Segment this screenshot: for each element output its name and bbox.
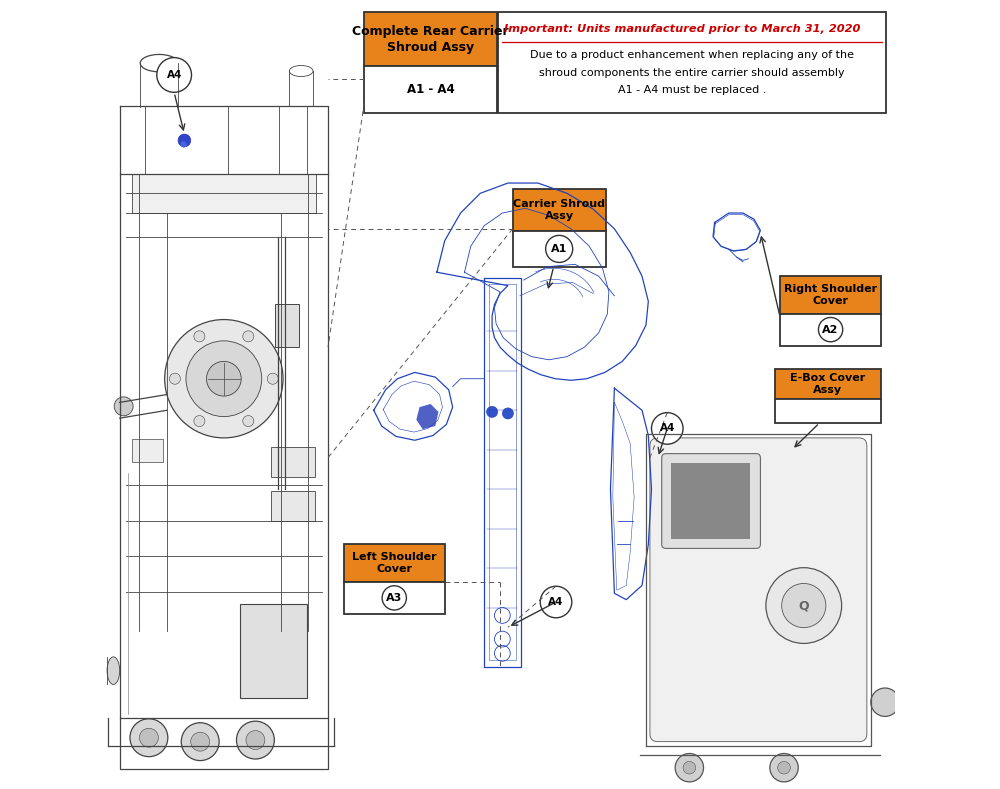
Text: Q: Q xyxy=(798,599,809,612)
Circle shape xyxy=(782,584,826,628)
FancyBboxPatch shape xyxy=(775,399,881,423)
FancyBboxPatch shape xyxy=(513,189,606,231)
FancyBboxPatch shape xyxy=(780,314,881,346)
FancyBboxPatch shape xyxy=(775,369,881,399)
Polygon shape xyxy=(416,404,438,429)
FancyBboxPatch shape xyxy=(513,231,606,267)
Circle shape xyxy=(157,58,192,92)
Circle shape xyxy=(186,341,262,417)
Text: Left Shoulder
Cover: Left Shoulder Cover xyxy=(352,552,437,574)
FancyBboxPatch shape xyxy=(240,604,307,698)
FancyBboxPatch shape xyxy=(271,447,315,477)
Text: Complete Rear Carrier
Shroud Assy: Complete Rear Carrier Shroud Assy xyxy=(352,24,509,54)
Circle shape xyxy=(651,454,662,465)
Circle shape xyxy=(778,761,790,774)
FancyBboxPatch shape xyxy=(498,12,886,113)
Circle shape xyxy=(502,408,513,419)
Ellipse shape xyxy=(107,656,120,685)
FancyBboxPatch shape xyxy=(275,304,299,347)
FancyBboxPatch shape xyxy=(344,582,445,614)
Text: A4: A4 xyxy=(548,597,564,607)
FancyBboxPatch shape xyxy=(662,454,760,548)
Circle shape xyxy=(770,753,798,782)
FancyBboxPatch shape xyxy=(650,438,867,742)
Circle shape xyxy=(165,320,283,438)
Circle shape xyxy=(139,728,158,747)
Circle shape xyxy=(766,568,842,644)
FancyBboxPatch shape xyxy=(271,491,315,521)
Circle shape xyxy=(194,416,205,427)
Circle shape xyxy=(243,416,254,427)
Circle shape xyxy=(194,331,205,342)
Text: A2: A2 xyxy=(822,324,839,335)
Circle shape xyxy=(540,586,572,618)
Text: shroud components the entire carrier should assembly: shroud components the entire carrier sho… xyxy=(539,68,845,77)
Text: Due to a product enhancement when replacing any of the: Due to a product enhancement when replac… xyxy=(530,50,854,60)
FancyBboxPatch shape xyxy=(132,439,163,462)
FancyBboxPatch shape xyxy=(364,66,497,113)
FancyBboxPatch shape xyxy=(132,174,316,213)
Circle shape xyxy=(114,397,133,416)
Circle shape xyxy=(871,688,899,716)
Circle shape xyxy=(267,373,278,384)
Circle shape xyxy=(180,141,187,148)
FancyBboxPatch shape xyxy=(364,12,497,66)
Text: Important: Units manufactured prior to March 31, 2020: Important: Units manufactured prior to M… xyxy=(504,24,860,34)
Circle shape xyxy=(236,721,274,759)
Circle shape xyxy=(243,331,254,342)
Circle shape xyxy=(651,413,683,444)
Circle shape xyxy=(487,406,498,417)
Text: A1: A1 xyxy=(551,244,567,254)
Circle shape xyxy=(130,719,168,757)
Text: A4: A4 xyxy=(660,424,675,433)
Text: Carrier Shroud
Assy: Carrier Shroud Assy xyxy=(513,199,605,222)
Text: A3: A3 xyxy=(386,593,402,603)
Circle shape xyxy=(652,477,663,488)
Circle shape xyxy=(178,134,191,147)
Circle shape xyxy=(191,732,210,751)
FancyBboxPatch shape xyxy=(344,544,445,582)
Text: E-Box Cover
Assy: E-Box Cover Assy xyxy=(790,373,865,395)
FancyBboxPatch shape xyxy=(671,463,750,539)
FancyBboxPatch shape xyxy=(780,276,881,314)
Circle shape xyxy=(246,731,265,750)
Text: Right Shoulder
Cover: Right Shoulder Cover xyxy=(784,284,877,306)
Circle shape xyxy=(181,723,219,761)
Text: A4: A4 xyxy=(166,70,182,80)
Circle shape xyxy=(206,361,241,396)
Circle shape xyxy=(683,761,696,774)
Circle shape xyxy=(169,373,180,384)
Text: A1 - A4: A1 - A4 xyxy=(407,83,454,96)
Text: A1 - A4 must be replaced .: A1 - A4 must be replaced . xyxy=(618,85,766,95)
Circle shape xyxy=(675,753,704,782)
